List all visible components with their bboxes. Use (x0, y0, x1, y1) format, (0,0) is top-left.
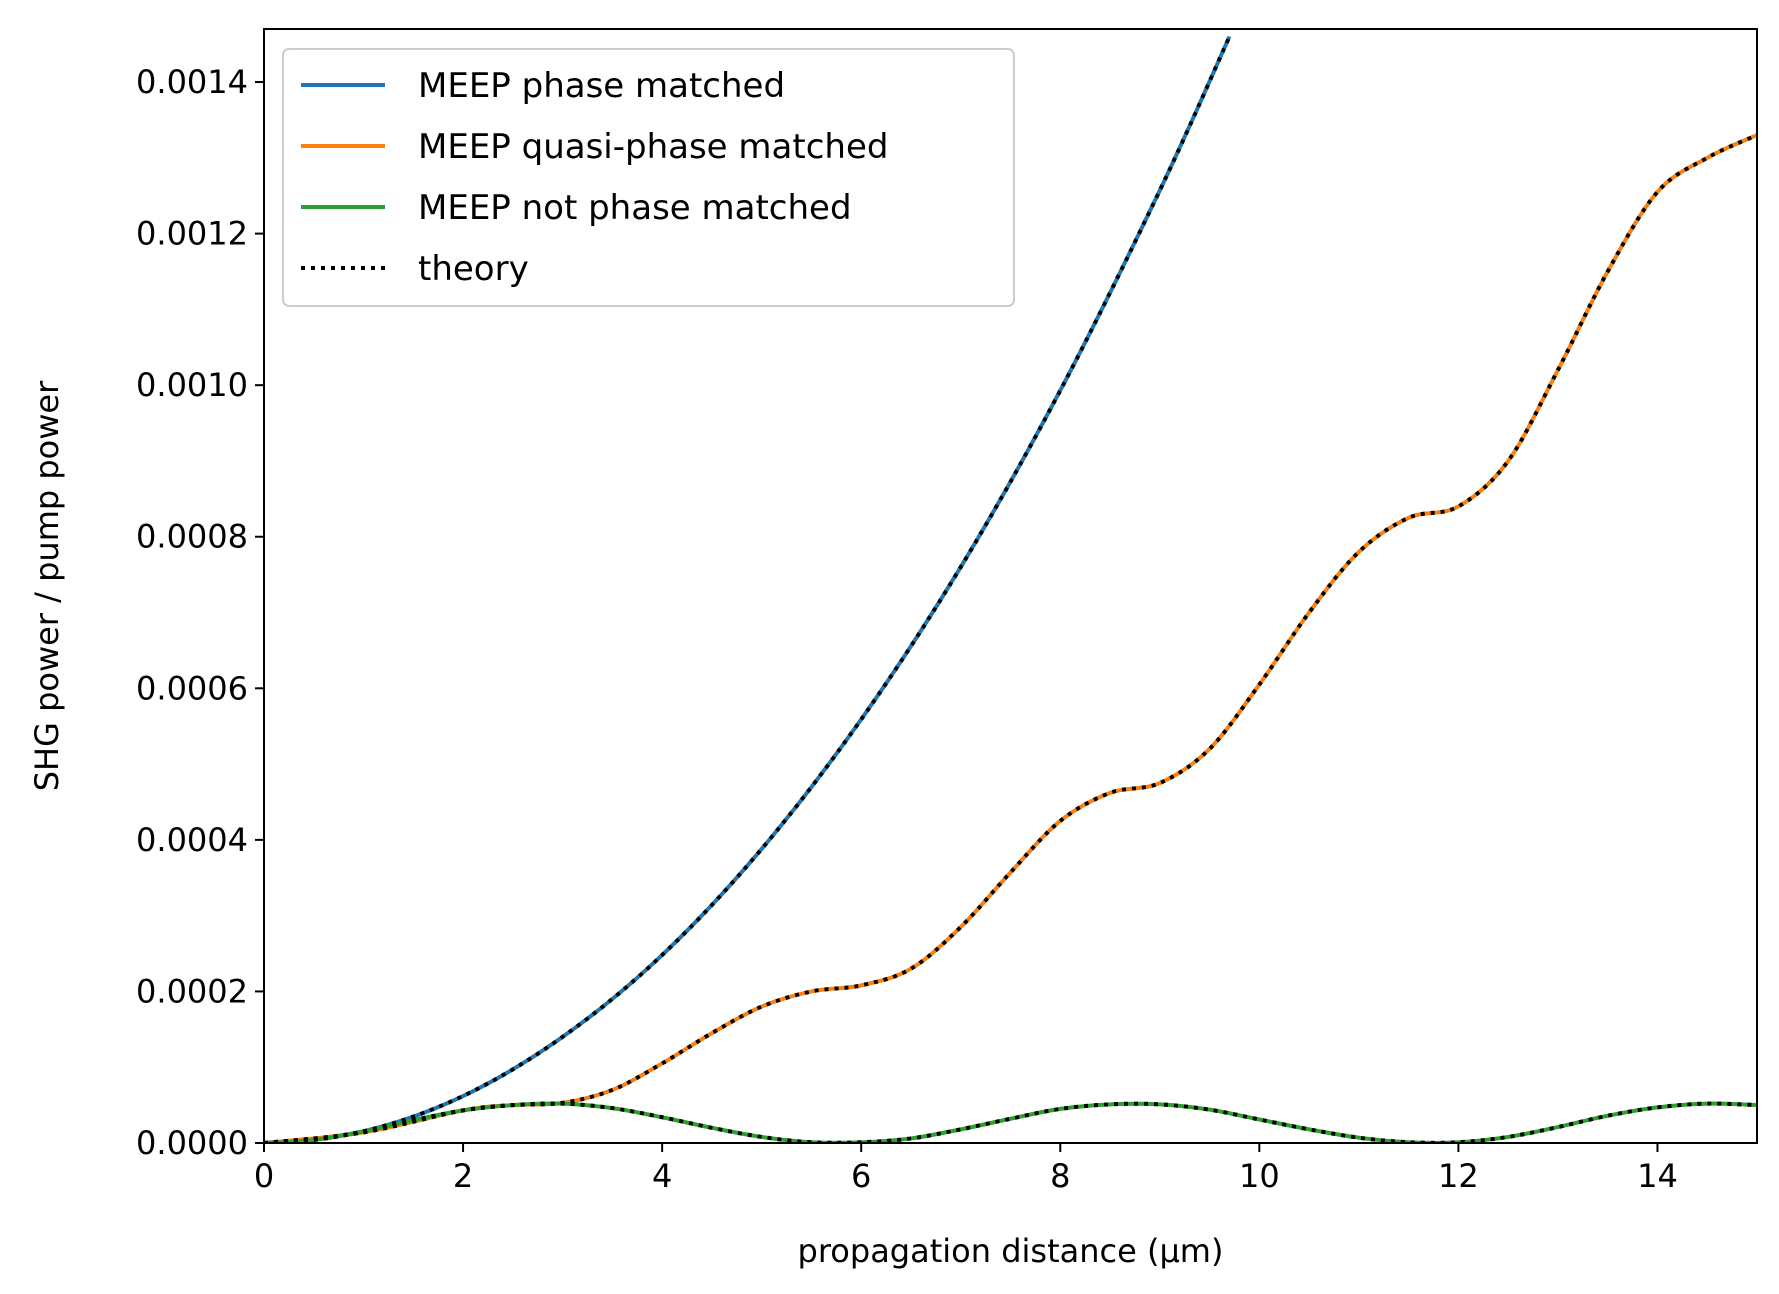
x-tick-label: 14 (1637, 1157, 1678, 1195)
legend-frame (282, 48, 1015, 307)
axes-frame (263, 28, 1758, 1144)
x-axis-label: propagation distance (µm) (798, 1232, 1224, 1270)
y-tick-label: 0.0004 (136, 821, 248, 859)
legend-label-meep-phase-matched: MEEP phase matched (418, 66, 785, 106)
x-tick-label: 4 (652, 1157, 672, 1195)
x-tick-label: 12 (1438, 1157, 1479, 1195)
plot-area (264, 35, 1757, 1143)
x-axis-ticks: 0 2 4 6 8 10 12 14 (254, 1143, 1678, 1195)
legend-label-theory: theory (418, 249, 529, 289)
x-tick-label: 10 (1239, 1157, 1280, 1195)
theory-line-meep-quasi-phase-matched (264, 133, 1757, 1143)
y-tick-label: 0.0012 (136, 215, 248, 253)
legend-label-meep-quasi-phase-matched: MEEP quasi-phase matched (418, 127, 888, 167)
theory-line-meep-phase-matched (264, 35, 1232, 1143)
y-tick-label: 0.0002 (136, 972, 248, 1010)
x-tick-label: 6 (851, 1157, 871, 1195)
legend-label-meep-not-phase-matched: MEEP not phase matched (418, 188, 852, 228)
y-tick-label: 0.0014 (136, 63, 248, 101)
legend: MEEP phase matched MEEP quasi-phase match… (282, 48, 1015, 307)
x-tick-label: 2 (453, 1157, 473, 1195)
y-tick-label: 0.0008 (136, 518, 248, 556)
y-tick-label: 0.0010 (136, 366, 248, 404)
y-axis-label: SHG power / pump power (28, 380, 66, 791)
x-tick-label: 0 (254, 1157, 274, 1195)
y-axis-ticks: 0.0000 0.0002 0.0004 0.0006 0.0008 0.0010 0.00… (136, 63, 264, 1162)
x-tick-label: 8 (1050, 1157, 1070, 1195)
y-tick-label: 0.0006 (136, 669, 248, 707)
theory-line-meep-not-phase-matched (264, 1101, 1757, 1143)
y-tick-label: 0.0000 (136, 1124, 248, 1162)
